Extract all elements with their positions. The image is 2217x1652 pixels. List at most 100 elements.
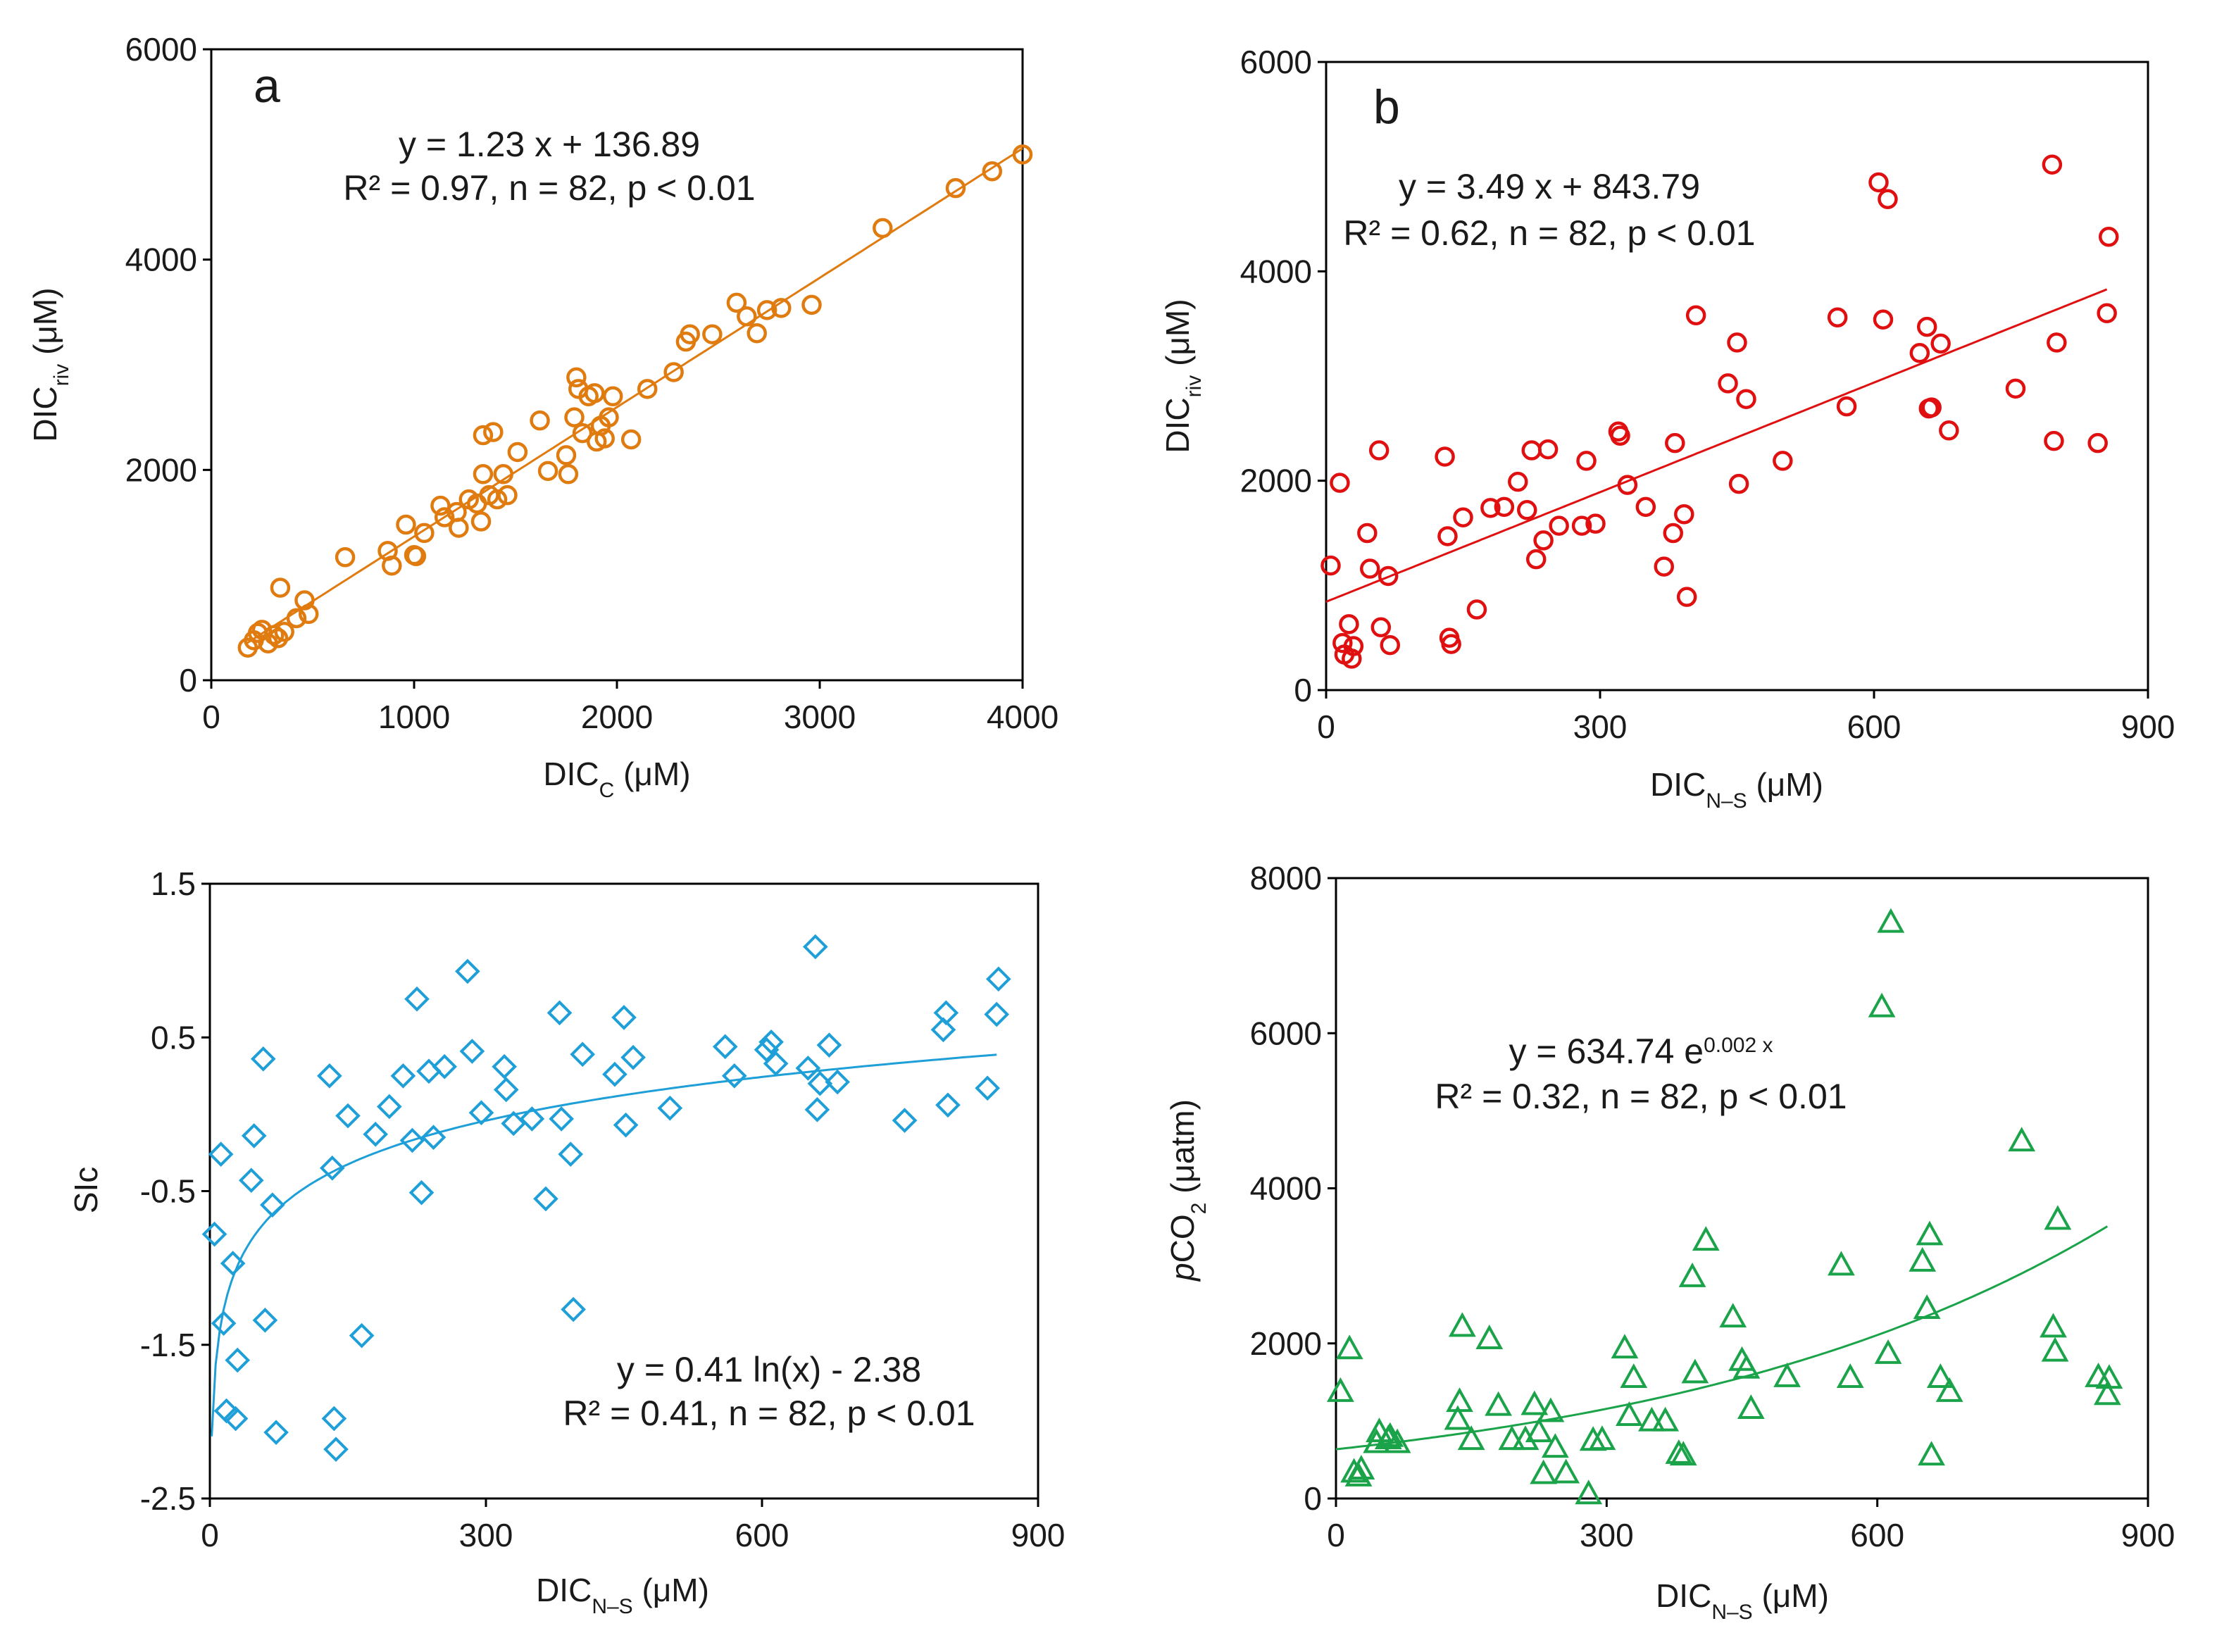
data-point: [349, 1322, 375, 1348]
data-point: [1877, 908, 1905, 933]
x-tick-label: 0: [1317, 708, 1335, 745]
data-point: [270, 577, 291, 598]
data-point: [726, 292, 747, 313]
data-point: [1444, 1405, 1472, 1430]
y-tick-label: 2000: [1250, 1325, 1322, 1362]
data-point: [1909, 343, 1930, 363]
regression-equation: y = 3.49 x + 843.79: [1399, 167, 1700, 206]
data-point: [408, 1179, 435, 1206]
data-point: [264, 625, 285, 646]
data-point: [933, 1000, 959, 1026]
data-point: [1457, 1425, 1485, 1451]
y-tick-label: 4000: [125, 242, 197, 278]
data-point: [1520, 1390, 1549, 1415]
data-point: [572, 423, 593, 444]
data-point: [1335, 1334, 1363, 1360]
data-point: [680, 324, 700, 344]
data-point: [1916, 1220, 1944, 1246]
data-point: [1836, 1363, 1864, 1389]
data-point: [945, 177, 966, 199]
data-point: [564, 407, 585, 427]
data-point: [1873, 309, 1894, 330]
data-point: [1926, 1363, 1954, 1389]
data-point: [816, 1032, 842, 1058]
data-point: [1343, 636, 1364, 656]
data-point: [537, 461, 558, 482]
data-point: [493, 464, 513, 484]
data-point: [1446, 1387, 1473, 1413]
data-point: [602, 386, 623, 407]
x-axis-label: DICN–S (μM): [1656, 1577, 1829, 1624]
data-point: [483, 422, 504, 442]
data-point: [363, 1121, 389, 1147]
data-point: [802, 934, 828, 960]
y-tick-label: 6000: [1250, 1015, 1322, 1051]
data-point: [263, 1420, 289, 1445]
panel-c: 0 300 600 900 -2.5 -1.5 -0.5 0.5 1.5 DICN–S (μM) S…: [68, 865, 1065, 1618]
data-point: [459, 1039, 485, 1064]
x-tick-label: 600: [735, 1517, 789, 1553]
data-point: [1828, 1251, 1855, 1276]
data-point: [406, 546, 427, 567]
data-point: [1676, 587, 1697, 607]
data-point: [1918, 1441, 1945, 1466]
y-tick-label: 8000: [1250, 860, 1322, 896]
data-point: [1935, 1377, 1963, 1402]
data-point: [211, 1310, 237, 1337]
data-point: [1939, 420, 1959, 441]
data-point: [1681, 1358, 1709, 1384]
y-axis-label: DICriv (μM): [27, 287, 73, 442]
data-point: [985, 966, 1011, 992]
data-point: [1674, 503, 1694, 525]
x-tick-label: 2000: [581, 699, 653, 735]
data-point: [260, 1192, 285, 1218]
data-point: [558, 1141, 584, 1167]
data-point: [1916, 316, 1937, 337]
data-point: [1359, 558, 1380, 579]
data-point: [602, 1061, 627, 1087]
data-point: [657, 1095, 683, 1121]
data-point: [1332, 632, 1353, 653]
y-tick-label: -1.5: [140, 1327, 196, 1363]
panel-a: 0 1000 2000 3000 4000 0 2000 4000 6000 DICC (μM) D…: [27, 31, 1058, 802]
data-point: [1525, 549, 1547, 570]
data-point: [1610, 425, 1630, 446]
data-point: [1868, 992, 1896, 1018]
data-point: [519, 1106, 545, 1132]
data-point: [1494, 496, 1515, 518]
x-tick-label: 0: [201, 1517, 219, 1553]
plot-frame: [1325, 61, 2149, 692]
data-point: [1737, 1394, 1765, 1420]
data-point: [238, 1168, 264, 1194]
data-point: [241, 1123, 267, 1149]
data-point: [1736, 389, 1756, 409]
data-point: [1773, 451, 1793, 471]
x-tick-label: 600: [1847, 708, 1901, 745]
data-point: [1475, 1325, 1504, 1349]
data-point: [2008, 1127, 2036, 1152]
trendline: [245, 147, 1023, 645]
data-point: [1727, 332, 1747, 353]
data-point: [613, 1112, 639, 1138]
data-point: [935, 1092, 961, 1118]
data-point: [2041, 1337, 2069, 1362]
data-point: [1576, 451, 1597, 471]
y-axis-label: SIc: [68, 1167, 104, 1213]
data-point: [1340, 1458, 1368, 1483]
data-point: [1620, 1363, 1648, 1389]
data-point: [1383, 1428, 1411, 1453]
data-point: [274, 622, 294, 642]
data-point: [294, 590, 315, 611]
data-point: [756, 300, 777, 320]
data-point: [2044, 1205, 2072, 1230]
x-axis-label: DICN–S (μM): [1650, 766, 1823, 813]
data-point: [1836, 396, 1857, 417]
data-point: [1012, 144, 1033, 165]
y-tick-label: 6000: [1240, 44, 1312, 80]
data-point: [599, 407, 619, 427]
data-point: [1517, 500, 1537, 520]
data-point: [1878, 189, 1898, 210]
data-point: [804, 1096, 830, 1122]
y-axis-label: DICriv (μM): [1159, 299, 1206, 453]
